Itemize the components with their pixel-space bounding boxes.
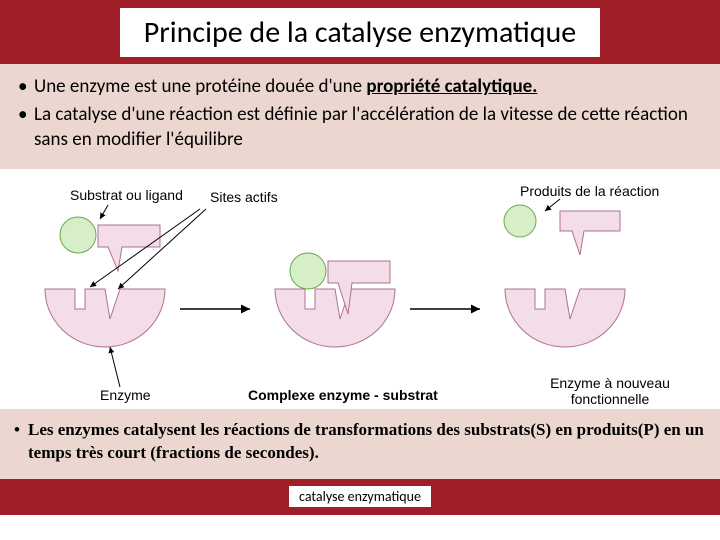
bullet-item-2: La catalyse d'une réaction est définie p… bbox=[14, 102, 706, 153]
enzyme-left bbox=[45, 289, 165, 347]
bottom-section: Les enzymes catalysent les réactions de … bbox=[0, 409, 720, 479]
label-sites: Sites actifs bbox=[210, 189, 278, 205]
enzyme-right bbox=[505, 289, 625, 347]
bullet-section: Une enzyme est une protéine douée d'une … bbox=[0, 64, 720, 169]
bullet-1-underlined: propriété catalytique. bbox=[366, 75, 537, 98]
label-enzyme-again: Enzyme à nouveau fonctionnelle bbox=[540, 375, 680, 407]
label-substrate: Substrat ou ligand bbox=[70, 187, 183, 203]
header-band: Principe de la catalyse enzymatique bbox=[0, 0, 720, 64]
diagram-area: Substrat ou ligand Sites actifs Produits… bbox=[0, 169, 720, 409]
bullet-1-prefix: Une enzyme est une protéine douée d'une bbox=[34, 75, 366, 98]
label-products: Produits de la réaction bbox=[520, 183, 659, 199]
products bbox=[504, 205, 620, 255]
substrate-left bbox=[60, 217, 160, 271]
enzyme-diagram-svg bbox=[0, 169, 720, 409]
bottom-bullet: Les enzymes catalysent les réactions de … bbox=[12, 419, 708, 465]
page-title: Principe de la catalyse enzymatique bbox=[120, 8, 600, 57]
label-enzyme: Enzyme bbox=[100, 387, 151, 403]
footer-band: catalyse enzymatique bbox=[0, 479, 720, 515]
bullet-item-1: Une enzyme est une protéine douée d'une … bbox=[14, 74, 706, 100]
enzyme-complex bbox=[275, 253, 395, 347]
label-complex: Complexe enzyme - substrat bbox=[248, 387, 438, 403]
footer-text: catalyse enzymatique bbox=[289, 486, 431, 507]
